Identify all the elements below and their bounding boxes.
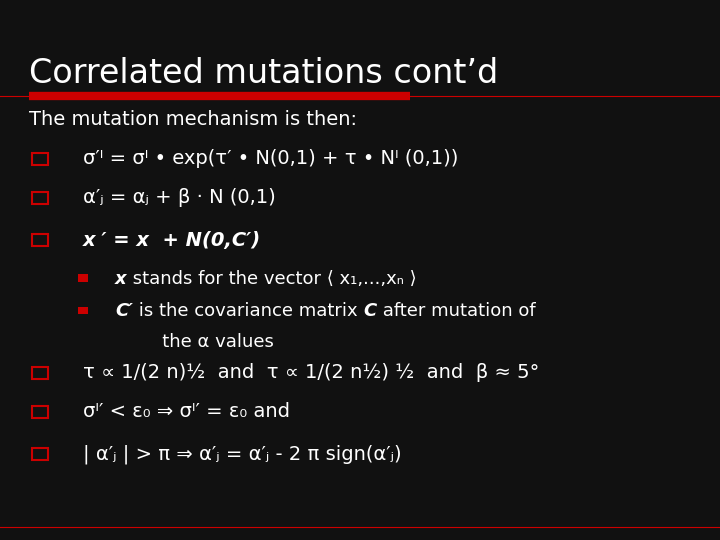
Text: stands for the vector ⟨ x₁,...,xₙ ⟩: stands for the vector ⟨ x₁,...,xₙ ⟩ [127, 270, 416, 288]
Text: The mutation mechanism is then:: The mutation mechanism is then: [29, 110, 357, 129]
Bar [32, 367, 48, 379]
Text: is the covariance matrix: is the covariance matrix [133, 302, 364, 320]
Text: x ′ = x  + N(0,C′): x ′ = x + N(0,C′) [83, 231, 261, 249]
Text: τ ∝ 1/(2 n)½  and  τ ∝ 1/(2 n½) ½  and  β ≈ 5°: τ ∝ 1/(2 n)½ and τ ∝ 1/(2 n½) ½ and β ≈ … [83, 363, 539, 382]
Bar [32, 406, 48, 418]
Bar [32, 192, 48, 204]
Text: x: x [115, 270, 127, 288]
Text: σ′ᴵ = σᴵ • exp(τ′ • N(0,1) + τ • Nᴵ (0,1)): σ′ᴵ = σᴵ • exp(τ′ • N(0,1) + τ • Nᴵ (0,1… [83, 149, 458, 168]
Text: C: C [364, 302, 377, 320]
Text: α′ⱼ = αⱼ + β · N (0,1): α′ⱼ = αⱼ + β · N (0,1) [83, 188, 276, 207]
Bar [32, 153, 48, 165]
Text: C′: C′ [115, 302, 133, 320]
Bar [32, 448, 48, 460]
Text: the α values: the α values [122, 333, 274, 351]
Text: Correlated mutations cont’d: Correlated mutations cont’d [29, 57, 498, 90]
Bar [78, 274, 88, 282]
Text: σᴵ′ < ε₀ ⇒ σᴵ′ = ε₀ and: σᴵ′ < ε₀ ⇒ σᴵ′ = ε₀ and [83, 402, 289, 421]
Text: | α′ⱼ | > π ⇒ α′ⱼ = α′ⱼ - 2 π sign(α′ⱼ): | α′ⱼ | > π ⇒ α′ⱼ = α′ⱼ - 2 π sign(α′ⱼ) [83, 444, 402, 464]
Bar [32, 234, 48, 246]
Text: after mutation of: after mutation of [377, 302, 536, 320]
Bar [78, 307, 88, 314]
